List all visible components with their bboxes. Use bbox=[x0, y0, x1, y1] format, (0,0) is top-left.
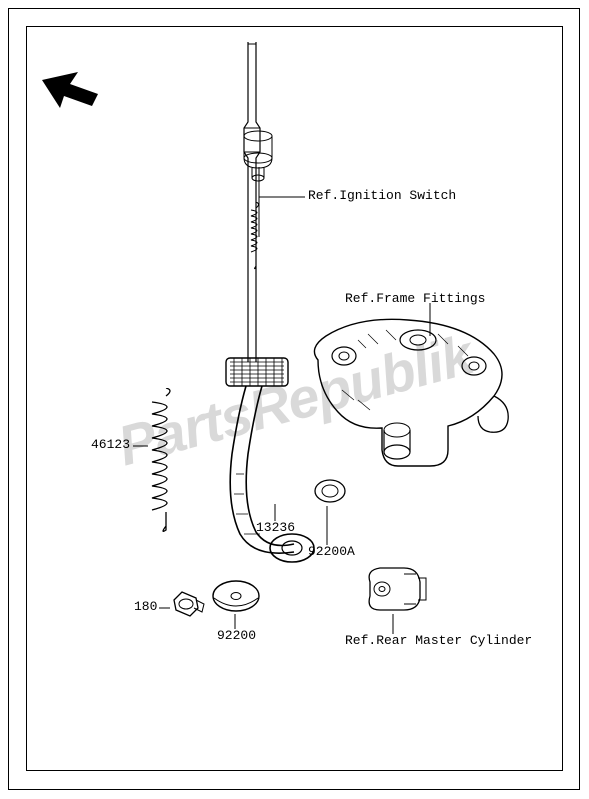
label-13236: 13236 bbox=[256, 520, 295, 535]
label-92200: 92200 bbox=[217, 628, 256, 643]
label-ref-frame: Ref.Frame Fittings bbox=[345, 291, 485, 306]
label-46123: 46123 bbox=[91, 437, 130, 452]
label-ref-rear-mc: Ref.Rear Master Cylinder bbox=[345, 633, 532, 648]
leader-lines bbox=[0, 0, 589, 799]
label-180: 180 bbox=[134, 599, 157, 614]
label-ref-ignition: Ref.Ignition Switch bbox=[308, 188, 456, 203]
label-92200a: 92200A bbox=[308, 544, 355, 559]
